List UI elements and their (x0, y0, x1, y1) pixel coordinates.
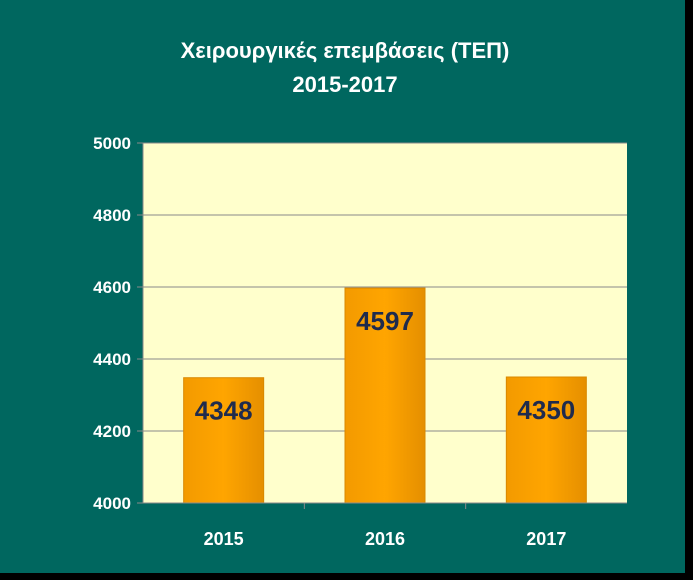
bar-value-label: 4348 (195, 396, 253, 426)
y-tick-label: 4200 (93, 422, 131, 441)
y-tick-label: 4800 (93, 206, 131, 225)
axes: 4000 4200 4400 4600 4800 5000 2015 2016 2017 (93, 134, 627, 549)
bar (183, 377, 265, 504)
chart-subtitle: 2015-2017 (292, 72, 397, 97)
y-tick-label: 4000 (93, 494, 131, 513)
chart-frame: Χειρουργικές επεμβάσεις (ΤΕΠ) 2015-2017 … (0, 0, 685, 573)
y-tick-label: 4400 (93, 350, 131, 369)
bars: 4348 4597 4350 (183, 287, 587, 504)
bar-chart: Χειρουργικές επεμβάσεις (ΤΕΠ) 2015-2017 … (93, 38, 627, 549)
x-category-label: 2016 (365, 529, 405, 549)
y-tick-label: 5000 (93, 134, 131, 153)
y-tick-label: 4600 (93, 278, 131, 297)
bar-value-label: 4597 (356, 306, 414, 336)
chart-title: Χειρουργικές επεμβάσεις (ΤΕΠ) (181, 38, 510, 63)
x-category-label: 2017 (526, 529, 566, 549)
x-category-label: 2015 (204, 529, 244, 549)
bar (344, 287, 426, 504)
bar-value-label: 4350 (517, 395, 575, 425)
bar (505, 376, 587, 504)
